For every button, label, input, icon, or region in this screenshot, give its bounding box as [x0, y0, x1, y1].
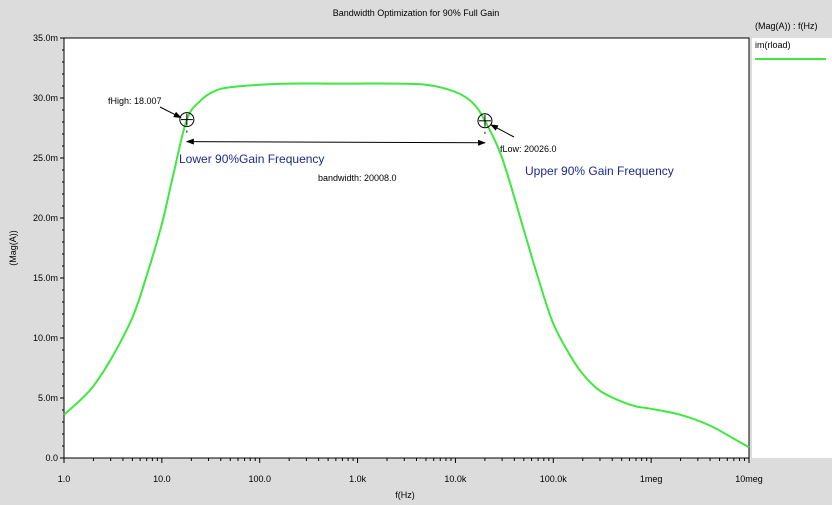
x-tick-label: 10.0 — [153, 474, 171, 484]
series-line-im-rload[interactable] — [63, 82, 750, 449]
x-tick-label: 1.0k — [349, 474, 367, 484]
y-axis-label: (Mag(A)) — [8, 230, 18, 266]
x-axis-ticks: 1.0 10.0 100.0 1.0k 10.0k 100.0k 1meg 10meg — [58, 458, 763, 484]
y-axis-ticks: 0.0 5.0m 10.0m 15.0m 20.0m 25.0m 30.0m 35.0m — [33, 33, 64, 463]
y-tick-label: 10.0m — [33, 333, 58, 343]
lower-gain-frequency-text: Lower 90%Gain Frequency — [179, 152, 324, 166]
y-tick-label: 20.0m — [33, 213, 58, 223]
legend-title: (Mag(A)) : f(Hz) — [755, 21, 818, 31]
legend-panel — [752, 38, 832, 458]
y-tick-label: 0.0 — [45, 453, 58, 463]
y-tick-label: 35.0m — [33, 33, 58, 43]
chart-title: Bandwidth Optimization for 90% Full Gain — [333, 8, 500, 18]
y-tick-label: 25.0m — [33, 153, 58, 163]
bandwidth-arrow — [185, 138, 486, 146]
flow-marker[interactable] — [477, 113, 493, 134]
flow-label: fLow: 20026.0 — [500, 144, 557, 154]
x-tick-label: 1.0 — [58, 474, 71, 484]
flow-pointer — [490, 124, 515, 138]
x-tick-label: 10meg — [735, 474, 763, 484]
curve-layer — [63, 82, 750, 449]
y-tick-label: 5.0m — [38, 393, 58, 403]
marker-circle — [477, 113, 493, 129]
x-tick-label: 100.0k — [540, 474, 568, 484]
x-tick-label: 100.0 — [248, 474, 271, 484]
x-tick-label: 1meg — [640, 474, 663, 484]
upper-gain-frequency-text: Upper 90% Gain Frequency — [525, 164, 674, 178]
y-tick-label: 15.0m — [33, 273, 58, 283]
plot-area — [63, 37, 750, 459]
fhigh-pointer — [159, 106, 182, 119]
y-tick-label: 30.0m — [33, 93, 58, 103]
marker-circle — [179, 112, 195, 128]
fhigh-label: fHigh: 18.007 — [108, 96, 162, 106]
bandwidth-label: bandwidth: 20008.0 — [318, 173, 397, 183]
fhigh-marker[interactable] — [179, 112, 195, 133]
x-axis-label: f(Hz) — [395, 490, 415, 500]
x-tick-label: 10.0k — [444, 474, 467, 484]
legend-entry-label[interactable]: im(rload) — [755, 40, 791, 50]
